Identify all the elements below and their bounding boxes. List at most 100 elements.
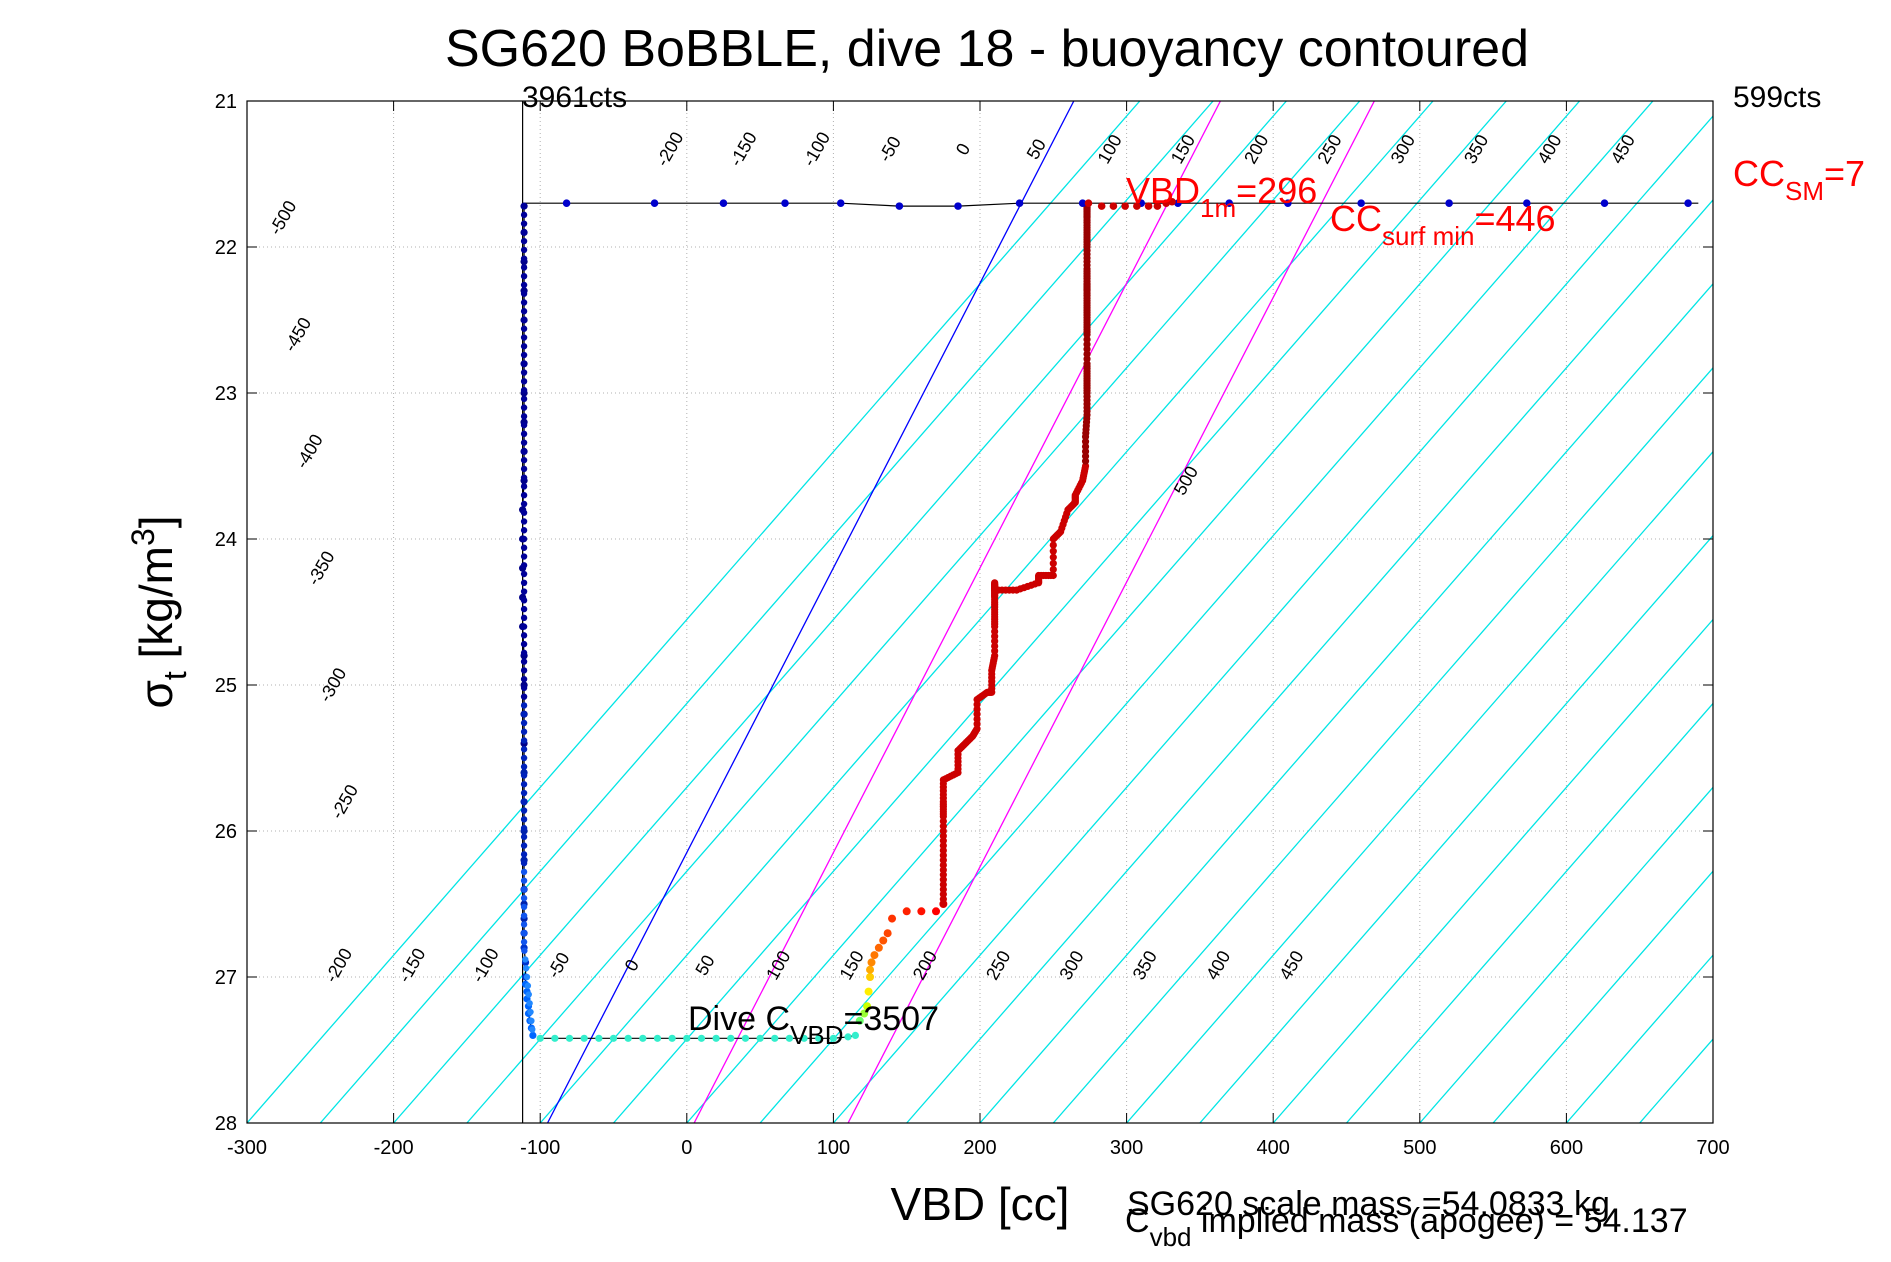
bottom-point: [595, 1034, 603, 1042]
buoyancy-contour-line: [686, 101, 1581, 1123]
descent-point: [520, 343, 528, 350]
surface-red-point: [1162, 199, 1170, 207]
descent-point: [520, 237, 528, 245]
descent-point: [520, 746, 528, 753]
y-tick-label: 27: [215, 967, 237, 989]
ascent-transition-point: [888, 914, 897, 923]
x-tick-label: 400: [1257, 1137, 1290, 1159]
descent-point: [520, 334, 528, 341]
y-axis-label: σt [kg/m3]: [125, 515, 193, 708]
surface-point: [1600, 199, 1609, 207]
descent-point: [520, 789, 528, 797]
surface-point: [1445, 199, 1453, 207]
descent-point: [525, 991, 532, 998]
bottom-point: [639, 1034, 647, 1042]
ascent-transition-point: [874, 943, 883, 952]
ascent-transition-point: [902, 907, 911, 916]
surface-point: [650, 199, 659, 207]
descent-point: [520, 308, 528, 315]
plot-area: [247, 101, 1713, 1123]
surface-point: [1357, 199, 1365, 207]
descent-point: [520, 544, 528, 551]
descent-point: [520, 912, 528, 919]
descent-point: [520, 509, 528, 516]
x-tick-label: -100: [520, 1137, 560, 1159]
surface-point: [836, 199, 845, 207]
buoyancy-contour-line: [1346, 702, 1713, 1123]
descent-point: [520, 649, 528, 657]
x-axis-ticks: -300 -200 -100 0 100 200 300 400 500 600 700: [227, 101, 1730, 1159]
descent-point: [520, 597, 528, 604]
implied-main: C: [1125, 1202, 1150, 1240]
surface-red-point: [1121, 202, 1129, 210]
ylabel-main: σ: [130, 680, 182, 708]
descent-point: [520, 754, 528, 762]
ascent-point: [1049, 571, 1057, 580]
y-axis-ticks: 21 22 23 24 25 26 27 28: [215, 91, 1713, 1135]
top-left-label: 3961cts: [522, 81, 627, 114]
surface-point: [1078, 199, 1087, 207]
descent-point: [520, 535, 528, 543]
buoyancy-contour-line: [979, 282, 1713, 1123]
implied-mass-annotation: Cvbd implied mass (apogee) = 54.137: [1125, 1202, 1688, 1252]
x-tick-label: 0: [681, 1137, 692, 1159]
descent-point: [520, 675, 528, 683]
descent-point: [520, 798, 528, 805]
y-tick-label: 21: [215, 91, 237, 113]
bottom-point: [653, 1034, 662, 1042]
buoyancy-contour-line: [1492, 870, 1713, 1123]
descent-point: [520, 772, 528, 779]
buoyancy-contour-line: [613, 101, 1507, 1123]
ascent-point: [1049, 553, 1057, 561]
descent-point: [520, 658, 528, 665]
ascent-transition-point: [866, 973, 875, 981]
surface-red-point: [1097, 202, 1106, 210]
bottom-point: [851, 1031, 859, 1039]
descent-point: [523, 973, 531, 981]
x-tick-label: 700: [1696, 1137, 1729, 1159]
implied-rest: implied mass (apogee) = 54.137: [1191, 1202, 1687, 1240]
descent-point: [520, 456, 528, 464]
buoyancy-contour-line: [319, 101, 1214, 1123]
descent-point: [520, 500, 528, 508]
ccsm-main: CC: [1733, 153, 1785, 194]
reference-line: [546, 101, 1075, 1123]
surface-point: [1523, 199, 1531, 207]
bottom-point: [844, 1033, 852, 1041]
descent-point: [520, 640, 528, 648]
descent-point: [520, 325, 528, 332]
bottom-point: [800, 1034, 808, 1042]
descent-point: [520, 474, 528, 481]
buoyancy-contour-line: [1786, 101, 1891, 1123]
ascent-transition-point: [864, 987, 873, 996]
scale-mass-annotation: SG620 scale mass =54.0833 kg: [1127, 1185, 1610, 1223]
cc-surf-min-annotation: CCsurf min=446: [1330, 198, 1556, 251]
descent-point: [520, 395, 528, 403]
descent-point: [520, 588, 528, 595]
bottom-point: [551, 1034, 559, 1042]
surface-red-point: [1168, 197, 1176, 206]
descent-point: [520, 824, 528, 832]
descent-point: [520, 351, 528, 359]
descent-point: [520, 527, 528, 534]
descent-point: [520, 833, 528, 841]
ascent-transition-point: [860, 1009, 869, 1018]
buoyancy-contour-line: [832, 115, 1713, 1123]
bottom-point: [536, 1034, 544, 1042]
buoyancy-contour-line: [1199, 534, 1713, 1123]
bottom-point: [624, 1034, 632, 1042]
descent-point: [521, 947, 528, 954]
surface-red-point: [1109, 202, 1118, 210]
buoyancy-contour-line: [539, 101, 1434, 1123]
buoyancy-contour-line: [759, 101, 1654, 1123]
descent-point: [520, 719, 528, 727]
descent-point: [520, 229, 528, 236]
descent-point: [520, 246, 528, 254]
ylabel-rest: [kg/m: [130, 546, 182, 671]
ascent-transition-point: [932, 907, 941, 916]
x-tick-label: 500: [1403, 1137, 1436, 1159]
bottom-point: [741, 1034, 750, 1042]
buoyancy-contour-line: [393, 101, 1287, 1123]
buoyancy-contour-line: [247, 101, 1141, 1123]
